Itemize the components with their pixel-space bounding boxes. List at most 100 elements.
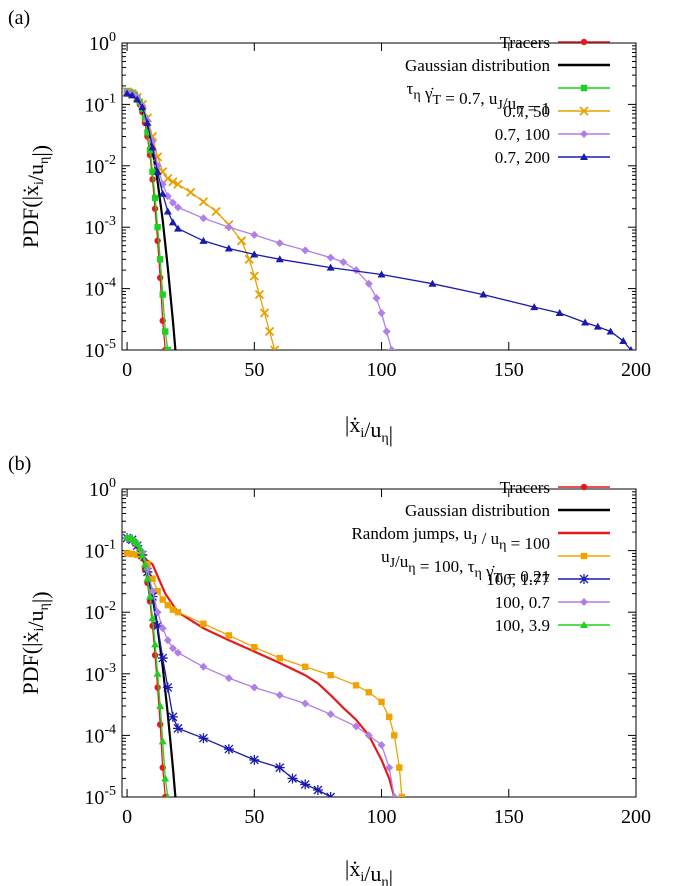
data-point xyxy=(169,606,177,613)
data-point xyxy=(149,176,156,183)
y-tick-label: 10-4 xyxy=(84,722,116,747)
data-point xyxy=(151,205,159,212)
y-axis-title: PDF(|ẋi/uη|) xyxy=(18,591,53,694)
y-axis-title: PDF(|ẋi/uη|) xyxy=(18,145,53,248)
data-point xyxy=(128,550,136,558)
data-point xyxy=(198,197,209,207)
data-point xyxy=(153,608,162,617)
x-tick-label: 100 xyxy=(367,359,397,381)
data-point xyxy=(249,271,259,281)
data-point xyxy=(428,279,437,287)
legend-label: Gaussian distribution xyxy=(405,56,550,75)
data-point xyxy=(161,774,170,782)
legend-label: 0.7, 200 xyxy=(495,148,550,167)
data-point xyxy=(141,114,149,122)
data-point xyxy=(153,669,162,677)
data-point xyxy=(143,118,152,126)
data-point xyxy=(326,253,335,262)
y-tick-label: 100 xyxy=(89,30,116,55)
data-point xyxy=(530,303,539,311)
data-point xyxy=(339,258,348,267)
y-tick-label: 10-1 xyxy=(84,91,116,116)
legend-label: Tracers xyxy=(500,33,550,52)
data-point xyxy=(580,84,588,92)
y-tick-label: 10-2 xyxy=(84,153,116,178)
data-point xyxy=(580,552,588,560)
x-tick-label: 150 xyxy=(494,359,524,381)
panel-label: (a) xyxy=(8,7,30,29)
legend: Tracers Gaussian distribution τη γ̇T = 0.7… xyxy=(405,33,610,167)
data-point xyxy=(250,230,259,239)
data-point xyxy=(387,346,396,350)
data-point xyxy=(580,130,588,138)
data-point xyxy=(168,198,177,207)
data-point xyxy=(254,289,265,300)
data-point xyxy=(276,654,283,662)
data-point xyxy=(555,309,564,317)
series-3 xyxy=(123,550,406,797)
data-point xyxy=(264,326,275,337)
data-point xyxy=(148,143,157,151)
data-point xyxy=(372,294,381,303)
data-point xyxy=(144,129,151,136)
x-axis-title: |ẋi/uη| xyxy=(345,412,393,447)
data-point xyxy=(159,596,166,603)
series-line xyxy=(127,552,403,797)
data-point xyxy=(199,236,208,244)
series-4 xyxy=(123,87,396,350)
x-tick-label: 50 xyxy=(244,806,264,828)
data-point xyxy=(224,244,233,252)
data-point xyxy=(364,731,373,740)
data-point xyxy=(352,682,360,689)
data-point xyxy=(173,179,183,189)
data-point xyxy=(224,223,233,232)
legend-label: 100, 3.9 xyxy=(495,616,550,635)
data-point xyxy=(579,106,589,116)
data-point xyxy=(200,620,207,627)
data-point xyxy=(133,95,142,103)
data-point xyxy=(168,177,178,187)
plot-frame xyxy=(121,488,637,798)
series-5 xyxy=(123,89,634,350)
data-point xyxy=(352,266,361,275)
data-point xyxy=(154,684,161,691)
data-point xyxy=(168,218,177,226)
data-point xyxy=(352,722,361,731)
x-tick-label: 200 xyxy=(621,359,651,381)
plot-frame xyxy=(121,42,637,351)
data-point xyxy=(145,592,154,600)
data-point xyxy=(312,784,323,795)
data-point xyxy=(377,740,386,749)
data-point xyxy=(326,263,335,271)
data-point xyxy=(628,346,634,350)
data-point xyxy=(390,793,399,797)
y-tick-label: 10-5 xyxy=(84,784,116,809)
data-point xyxy=(154,587,161,595)
data-point xyxy=(275,239,284,248)
data-point xyxy=(157,653,168,664)
data-point xyxy=(225,632,233,639)
data-point xyxy=(326,710,335,719)
data-point xyxy=(138,103,147,111)
y-tick-label: 10-3 xyxy=(84,661,116,686)
data-point xyxy=(164,601,172,609)
data-point xyxy=(580,38,588,46)
data-point xyxy=(133,539,142,547)
y-tick-label: 10-2 xyxy=(84,599,116,624)
data-point xyxy=(167,711,178,722)
series-6 xyxy=(123,533,171,797)
data-point xyxy=(173,648,182,657)
data-point xyxy=(250,683,259,692)
data-point xyxy=(199,662,208,671)
data-point xyxy=(138,550,147,558)
data-point xyxy=(149,622,156,630)
data-point xyxy=(275,691,284,700)
x-tick-label: 0 xyxy=(122,359,132,381)
data-point xyxy=(236,236,247,246)
data-point xyxy=(163,173,173,184)
data-point xyxy=(172,723,183,734)
y-tick-label: 10-1 xyxy=(84,538,116,563)
data-point xyxy=(144,561,151,568)
data-point xyxy=(149,575,156,582)
data-point xyxy=(140,560,149,568)
